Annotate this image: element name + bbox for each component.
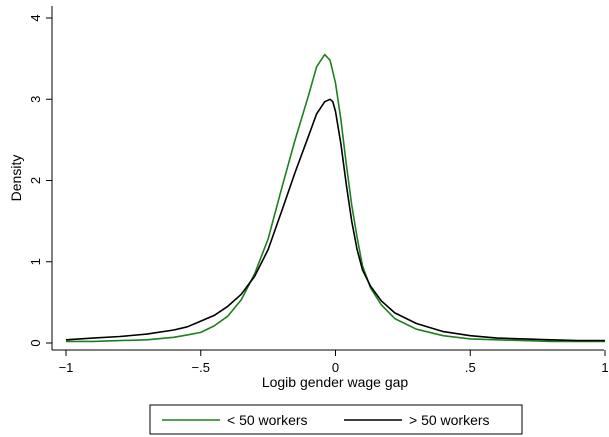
- x-tick-label: −1: [59, 360, 74, 375]
- legend-label-1: > 50 workers: [409, 412, 490, 428]
- y-axis: 0 1 2 3 4: [28, 6, 53, 350]
- legend: < 50 workers > 50 workers: [149, 404, 523, 435]
- x-tick-label: .5: [465, 360, 476, 375]
- series-line-1: [65, 98, 605, 342]
- y-tick-label: 3: [28, 96, 43, 103]
- x-tick-label: 1: [601, 360, 608, 375]
- legend-label-0: < 50 workers: [227, 412, 308, 428]
- x-axis-title: Logib gender wage gap: [262, 374, 409, 390]
- y-tick-label: 4: [28, 14, 43, 21]
- plot-area: [52, 6, 604, 350]
- x-axis: −1 −.5 0 .5 1: [52, 349, 609, 375]
- series-line-0: [66, 53, 605, 343]
- x-tick-label: 0: [332, 360, 339, 375]
- y-tick-label: 1: [28, 258, 43, 265]
- y-tick-label: 0: [28, 339, 43, 346]
- y-tick-label: 2: [28, 177, 43, 184]
- y-axis-title: Density: [8, 155, 24, 202]
- series-layer: [65, 53, 605, 343]
- x-tick-label: −.5: [192, 360, 210, 375]
